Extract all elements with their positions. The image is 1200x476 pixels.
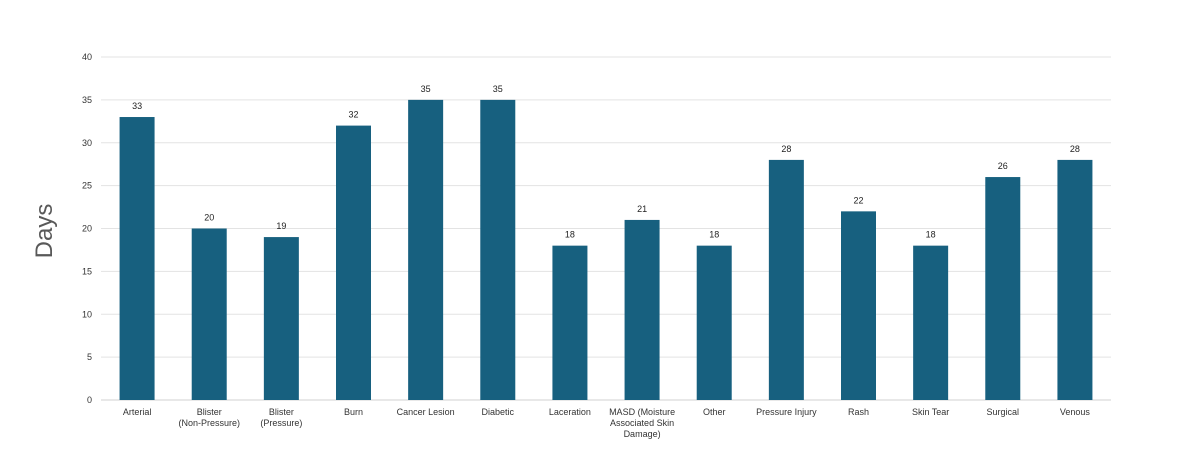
bar [768, 159, 804, 400]
data-label: 33 [132, 101, 142, 111]
y-tick-label: 15 [82, 266, 92, 276]
bar [624, 219, 660, 400]
x-category-label: Pressure Injury [756, 407, 817, 417]
y-tick-label: 30 [82, 138, 92, 148]
bar [336, 125, 371, 400]
bar [480, 99, 516, 400]
x-category-label: Other [703, 407, 726, 417]
bar [913, 245, 949, 400]
x-category-label: Surgical [987, 407, 1020, 417]
data-label: 18 [709, 230, 719, 240]
bar [841, 211, 876, 400]
x-category-label: Laceration [549, 407, 591, 417]
data-label: 35 [493, 84, 503, 94]
data-label: 28 [781, 144, 791, 154]
y-tick-label: 10 [82, 309, 92, 319]
data-label: 18 [926, 230, 936, 240]
x-category-label: Rash [848, 407, 869, 417]
bar [552, 245, 588, 400]
data-label: 32 [348, 110, 358, 120]
x-category-label: Diabetic [482, 407, 515, 417]
y-tick-label: 20 [82, 224, 92, 234]
bar [985, 177, 1021, 400]
y-tick-label: 0 [87, 395, 92, 405]
x-axis-categories: Arterial Blister (Non-Pressure) Blister (Pre… [123, 407, 1091, 439]
bar [696, 245, 732, 400]
x-category-label: Cancer Lesion [397, 407, 455, 417]
y-axis-ticks: 0 5 10 15 20 25 30 35 40 [82, 52, 92, 405]
bars [119, 99, 1093, 401]
x-category-label: Blister (Pressure) [260, 407, 302, 428]
y-tick-label: 25 [82, 181, 92, 191]
y-tick-label: 40 [82, 52, 92, 62]
x-category-label: MASD (Moisture Associated Skin Damage) [609, 407, 675, 439]
bar [119, 117, 155, 401]
bar [263, 237, 299, 400]
x-category-label: Skin Tear [912, 407, 949, 417]
data-label: 19 [276, 221, 286, 231]
data-label: 26 [998, 161, 1008, 171]
x-category-label: Arterial [123, 407, 152, 417]
data-labels: 33 20 19 32 35 35 18 21 18 28 22 18 26 28 [132, 84, 1080, 240]
data-label: 35 [421, 84, 431, 94]
y-tick-label: 5 [87, 352, 92, 362]
y-tick-label: 35 [82, 95, 92, 105]
data-label: 20 [204, 213, 214, 223]
data-label: 18 [565, 230, 575, 240]
bar [1057, 159, 1093, 400]
bar [191, 228, 227, 400]
data-label: 21 [637, 204, 647, 214]
bar [408, 99, 444, 400]
gridlines [101, 56, 1111, 401]
y-axis-title: Days [31, 204, 58, 259]
x-category-label: Blister (Non-Pressure) [178, 407, 240, 428]
x-category-label: Venous [1060, 407, 1091, 417]
x-category-label: Burn [344, 407, 363, 417]
data-label: 28 [1070, 144, 1080, 154]
data-label: 22 [853, 195, 863, 205]
